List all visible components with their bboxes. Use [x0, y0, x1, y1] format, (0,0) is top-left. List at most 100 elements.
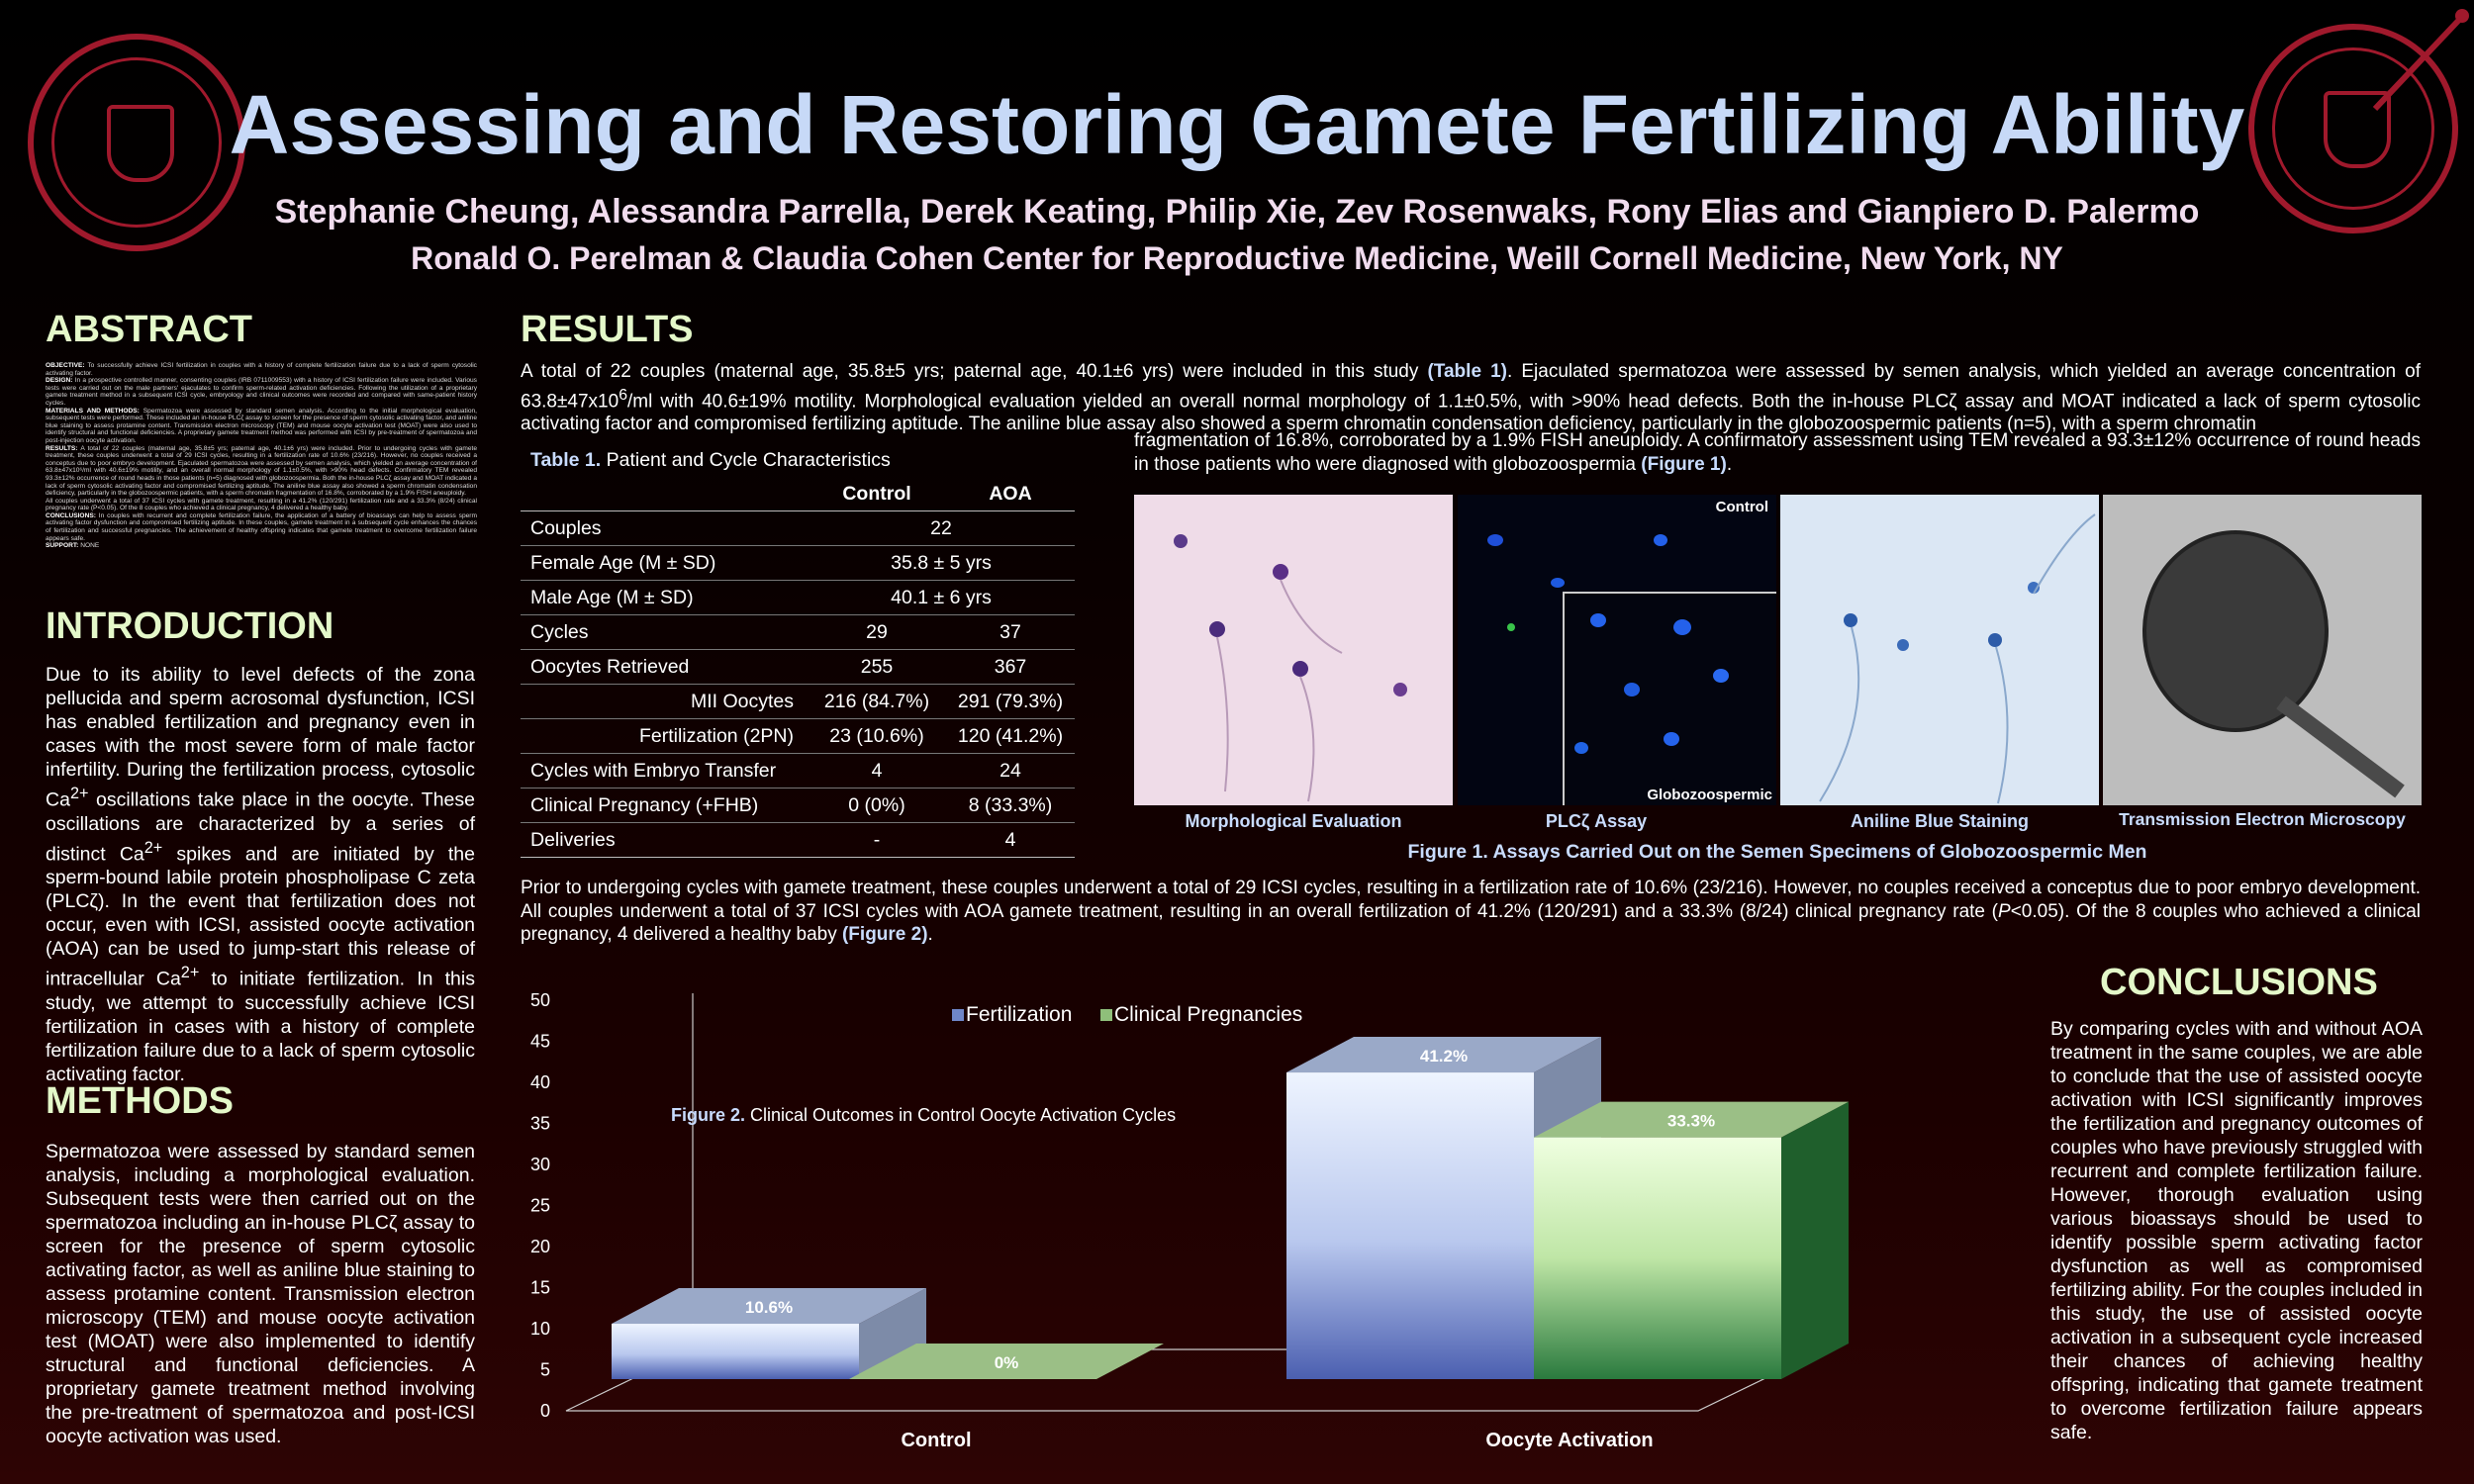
y-tick-label: 40	[530, 1072, 550, 1092]
plcz-fluorescence-image: Control Globozoospermic	[1458, 495, 1776, 805]
methods-text: Spermatozoa were assessed by standard se…	[46, 1141, 475, 1447]
bar-top	[849, 1344, 1164, 1379]
table-1-caption: Table 1. Patient and Cycle Characteristi…	[530, 449, 891, 471]
bar-front	[1286, 1072, 1534, 1379]
nucleus	[1664, 732, 1679, 746]
affiliation: Ronald O. Perelman & Claudia Cohen Cente…	[411, 240, 2063, 276]
legend-swatch	[952, 1009, 964, 1021]
nucleus	[1713, 669, 1729, 683]
table-row: Oocytes Retrieved 255 367	[521, 649, 1075, 685]
chart-title: Figure 2. Clinical Outcomes in Control O…	[671, 1105, 1176, 1125]
x-category-label: Oocyte Activation	[1485, 1430, 1653, 1451]
bar-front	[1534, 1137, 1781, 1379]
needle-icon	[2372, 9, 2469, 112]
plcz-signal	[1507, 623, 1515, 631]
y-tick-label: 45	[530, 1032, 550, 1052]
figure-1-caption: Figure 1. Assays Carried Out on the Seme…	[1407, 841, 2147, 863]
nucleus	[1624, 683, 1640, 696]
results-paragraph-1-cont: fragmentation of 16.8%, corroborated by …	[1134, 430, 2421, 475]
sperm-head	[1844, 613, 1857, 627]
poster-title: Assessing and Restoring Gamete Fertilizi…	[229, 78, 2245, 171]
conclusions-heading: CONCLUSIONS	[2100, 962, 2378, 1003]
figure-2-chart: 0 5 10 15 20 25 30 35 40 45 50 Fertilization Clinica…	[530, 990, 1849, 1451]
methods-heading: METHODS	[46, 1080, 234, 1122]
sperm-tails	[1216, 579, 1343, 802]
table-row: Deliveries - 4	[521, 822, 1075, 858]
y-tick-label: 5	[540, 1360, 550, 1380]
results-paragraph-1: A total of 22 couples (maternal age, 35.…	[521, 361, 2421, 435]
morphology-micrograph	[1134, 495, 1453, 805]
y-tick-label: 50	[530, 990, 550, 1010]
logo-ring	[51, 57, 222, 228]
nucleus	[1673, 619, 1691, 635]
sperm-head	[1897, 639, 1909, 651]
round-sperm-head	[2142, 530, 2329, 732]
results-heading: RESULTS	[521, 309, 694, 350]
table-row: Male Age (M ± SD) 40.1 ± 6 yrs	[521, 580, 1075, 615]
bar-side	[1781, 1101, 1849, 1379]
column-header-aoa: AOA	[946, 477, 1075, 511]
legend-swatch	[1100, 1009, 1112, 1021]
logo-ring	[2272, 47, 2434, 210]
sperm-head	[1174, 534, 1188, 548]
shield-icon	[107, 105, 174, 182]
table-row: Fertilization (2PN) 23 (10.6%) 120 (41.2…	[521, 718, 1075, 754]
legend-label: Fertilization	[966, 1003, 1072, 1026]
figure-1-panel-label: Aniline Blue Staining	[1850, 811, 2029, 831]
y-tick-label: 10	[530, 1319, 550, 1339]
results-paragraph-2: Prior to undergoing cycles with gamete t…	[521, 878, 2422, 945]
sperm-head	[1988, 633, 2002, 647]
figure-1-panel-label: PLCζ Assay	[1545, 811, 1648, 831]
figure-1-panel-label: Transmission Electron Microscopy	[2119, 809, 2406, 829]
table-row: Cycles with Embryo Transfer 4 24	[521, 753, 1075, 788]
weill-cornell-logo	[28, 34, 245, 251]
y-tick-label: 0	[540, 1401, 550, 1421]
sperm-tails	[1819, 513, 2096, 804]
y-tick-label: 25	[530, 1196, 550, 1216]
introduction-text: Due to its ability to level defects of t…	[46, 664, 475, 1085]
globozoospermic-inset: Globozoospermic	[1563, 592, 1776, 805]
plcz-globozoospermic-label: Globozoospermic	[1647, 787, 1772, 803]
sperm-head	[1292, 661, 1308, 677]
sperm-head	[1393, 683, 1407, 696]
table-row: Clinical Pregnancy (+FHB) 0 (0%) 8 (33.3…	[521, 788, 1075, 823]
column-header-control: Control	[808, 477, 946, 511]
tem-micrograph	[2103, 495, 2422, 805]
nucleus	[1551, 578, 1565, 588]
y-tick-label: 35	[530, 1114, 550, 1134]
data-label: 10.6%	[745, 1298, 793, 1317]
sperm-head	[1273, 564, 1288, 580]
y-tick-label: 15	[530, 1278, 550, 1298]
sperm-tail-section	[2276, 696, 2405, 798]
data-label: 41.2%	[1420, 1047, 1468, 1066]
table-row: Cycles 29 37	[521, 614, 1075, 650]
legend-label: Clinical Pregnancies	[1114, 1003, 1302, 1026]
y-tick-label: 20	[530, 1237, 550, 1256]
andrology-service-logo	[2248, 24, 2458, 233]
nucleus	[1590, 613, 1606, 627]
y-tick-label: 30	[530, 1155, 550, 1174]
bar-top	[1534, 1101, 1849, 1138]
author-list: Stephanie Cheung, Alessandra Parrella, D…	[274, 193, 2200, 231]
bar-top	[1286, 1037, 1601, 1073]
shield-icon	[2324, 91, 2391, 168]
patient-characteristics-table: Control AOA Couples 22 Female Age (M ± S…	[521, 477, 1075, 858]
data-label: 0%	[995, 1353, 1019, 1372]
x-category-label: Control	[901, 1430, 971, 1451]
bar-side	[859, 1288, 926, 1379]
table-row: Female Age (M ± SD) 35.8 ± 5 yrs	[521, 545, 1075, 581]
abstract-heading: ABSTRACT	[46, 309, 252, 350]
bar-top	[612, 1288, 926, 1325]
table-header-row: Control AOA	[521, 477, 1075, 511]
table-row: MII Oocytes 216 (84.7%) 291 (79.3%)	[521, 684, 1075, 719]
table-row: Couples 22	[521, 510, 1075, 546]
bar-front	[612, 1324, 859, 1379]
nucleus	[1574, 742, 1588, 754]
plcz-control-label: Control	[1715, 499, 1768, 515]
figure-1-panel-label: Morphological Evaluation	[1185, 811, 1402, 831]
abstract-body: OBJECTIVE: To successfully achieve ICSI …	[46, 362, 478, 550]
sperm-head	[2028, 582, 2040, 594]
data-label: 33.3%	[1667, 1112, 1715, 1131]
sperm-head	[1209, 621, 1225, 637]
nucleus	[1654, 534, 1667, 546]
